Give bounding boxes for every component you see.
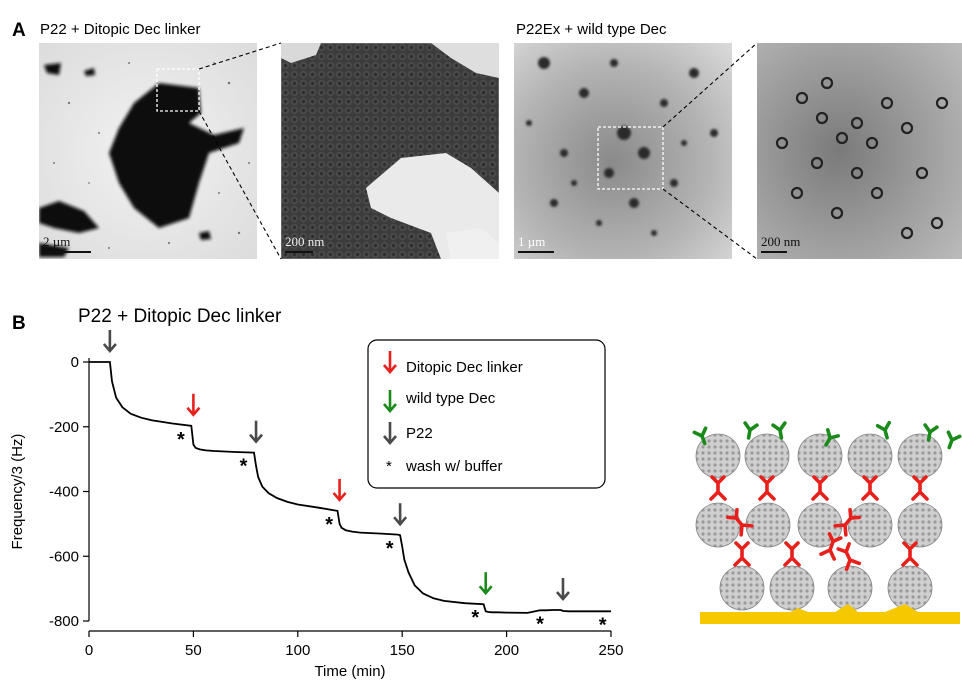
legend-star-icon: *: [386, 458, 392, 475]
wt-dec-icon: [946, 430, 962, 450]
wash-star: *: [177, 429, 185, 451]
linker-arrow-icon: [332, 478, 347, 502]
wash-star: *: [599, 614, 607, 636]
chart-markers: * * * * * * *: [102, 330, 607, 636]
capsid: [897, 433, 943, 479]
legend-gray-label: P22: [406, 425, 433, 442]
ditopic-linker-icon: [836, 542, 862, 572]
ditopic-linker-icon: [758, 475, 776, 501]
legend-red-arrow-icon: [383, 351, 397, 374]
scale-bar-label: 200 nm: [285, 234, 325, 249]
y-tick-label: -400: [49, 484, 79, 501]
x-tick-label: 0: [85, 642, 93, 659]
ditopic-linker-icon: [811, 475, 829, 501]
scale-bar-line: [285, 251, 313, 253]
ditopic-linker-icon: [901, 541, 919, 567]
capsid: [719, 565, 765, 611]
scale-bar-label: 1 µm: [518, 234, 546, 249]
chart-axes: 0 -200 -400 -600 -800 0 50 100 150 200 250 Time (mi…: [9, 354, 624, 680]
legend-gray-arrow-icon: [383, 422, 397, 445]
scale-bar-line: [518, 251, 554, 253]
chart-title: P22 + Ditopic Dec linker: [78, 306, 282, 327]
wash-star: *: [471, 607, 479, 629]
legend-red-label: Ditopic Dec linker: [406, 359, 523, 376]
p22-arrow-icon: [555, 577, 570, 601]
panel-a-right-caption: P22Ex + wild type Dec: [516, 21, 667, 38]
x-tick-label: 50: [185, 642, 202, 659]
scale-bar-line: [761, 251, 787, 253]
capsid: [847, 502, 893, 548]
wt-dec-icon: [824, 428, 840, 447]
scale-bar-label: 2 µm: [43, 234, 71, 249]
wt-dec-icon: [692, 426, 708, 446]
p22-arrow-icon: [102, 330, 117, 353]
wash-star: *: [536, 613, 544, 635]
arrow-glyph: [383, 351, 397, 374]
chart-legend: Ditopic Dec linker wild type Dec P22 * w…: [367, 339, 606, 489]
wt-dec-icon: [771, 421, 787, 440]
capsid: [769, 565, 815, 611]
gold-surface: [700, 604, 960, 624]
x-tick-label: 150: [390, 642, 415, 659]
ditopic-linkers: [709, 475, 929, 572]
ditopic-linker-icon: [733, 541, 751, 567]
arrow-glyph: [383, 422, 397, 445]
arrow-glyph: [383, 390, 397, 413]
scale-bar-label: 200 nm: [761, 234, 801, 249]
capsid: [887, 565, 933, 611]
micrograph-p22ex-wt-overview: 1 µm: [514, 43, 732, 259]
wild-type-dec-proteins: [692, 420, 962, 450]
p22-arrow-icon: [249, 420, 264, 444]
x-tick-label: 100: [285, 642, 310, 659]
x-axis-label: Time (min): [314, 663, 385, 680]
capsid: [695, 502, 741, 548]
wash-star: *: [386, 538, 394, 560]
x-tick-label: 250: [598, 642, 623, 659]
ditopic-linker-icon: [819, 532, 843, 561]
capsid-particles: [695, 433, 943, 611]
ditopic-linker-icon: [911, 475, 929, 501]
ditopic-linker-icon: [783, 541, 801, 567]
wt-dec-icon: [743, 421, 759, 440]
capsid: [827, 565, 873, 611]
legend-frame: [367, 339, 606, 489]
legend-green-label: wild type Dec: [405, 390, 496, 407]
p22-arrow-icon: [393, 503, 408, 527]
y-tick-label: 0: [71, 354, 79, 371]
y-tick-label: -200: [49, 419, 79, 436]
ditopic-linker-icon: [833, 507, 862, 537]
wt-dec-icon: [875, 420, 892, 440]
capsid: [797, 433, 843, 479]
y-axis-label: Frequency/3 (Hz): [9, 434, 26, 550]
legend-green-arrow-icon: [383, 390, 397, 413]
frequency-trace: [89, 361, 611, 614]
y-tick-label: -800: [49, 613, 79, 630]
ditopic-linker-icon: [861, 475, 879, 501]
assembly-schematic: [692, 420, 962, 624]
wt-dec-icon: [923, 423, 939, 442]
wt-dec-arrow-icon: [478, 572, 493, 596]
micrograph-p22-ditopic-overview: 2 µm: [39, 43, 257, 259]
qcm-chart: 0 -200 -400 -600 -800 0 50 100 150 200 250 Time (mi…: [9, 330, 624, 680]
micrograph-p22ex-wt-zoom: 200 nm: [757, 43, 962, 259]
micrograph-p22-ditopic-zoom: 200 nm: [281, 43, 499, 259]
capsid: [847, 433, 893, 479]
ditopic-linker-icon: [725, 507, 754, 537]
y-tick-label: -600: [49, 548, 79, 565]
panel-a-left-caption: P22 + Ditopic Dec linker: [40, 21, 201, 38]
panel-a-letter: A: [12, 20, 26, 41]
ditopic-linker-icon: [709, 475, 727, 501]
legend-star-label: wash w/ buffer: [405, 458, 502, 475]
capsid: [897, 502, 943, 548]
x-tick-label: 200: [494, 642, 519, 659]
scale-bar-line: [43, 251, 91, 253]
panel-b-letter: B: [12, 313, 26, 334]
linker-arrow-icon: [186, 393, 201, 417]
capsid: [744, 433, 790, 479]
wash-star: *: [240, 456, 248, 478]
wash-star: *: [325, 514, 333, 536]
